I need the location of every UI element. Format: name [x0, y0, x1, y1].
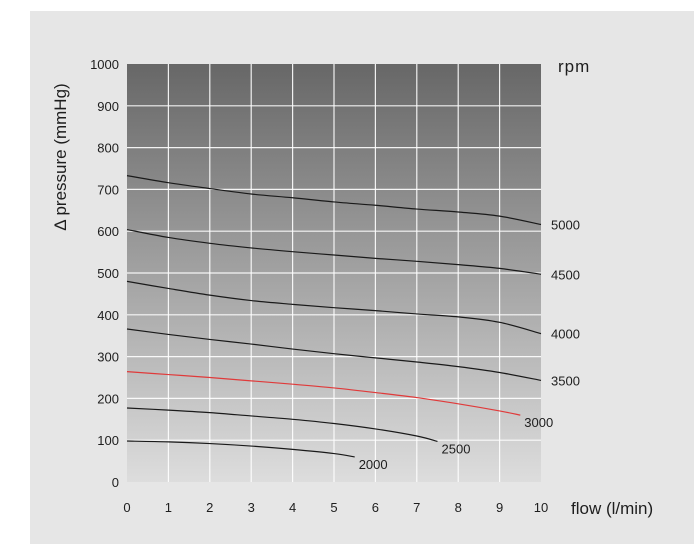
y-tick-label-300: 300 [97, 350, 119, 365]
rpm-labels: 2000 2500 3000 3500 4000 4500 5000 [359, 218, 580, 472]
grid [127, 64, 541, 482]
y-tick-label-600: 600 [97, 224, 119, 239]
chart-panel: 0 1 2 3 4 5 6 7 8 9 10 0 100 200 300 400 500 600 700 800 90… [30, 11, 694, 544]
x-tick-label-3: 3 [248, 500, 255, 515]
x-tick-label-7: 7 [413, 500, 420, 515]
x-tick-label-10: 10 [534, 500, 548, 515]
x-axis-title: flow (l/min) [571, 499, 653, 518]
curve-rpm-5000 [126, 175, 542, 226]
x-axis-ticks: 0 1 2 3 4 5 6 7 8 9 10 [123, 500, 548, 515]
y-tick-label-800: 800 [97, 141, 119, 156]
x-tick-label-6: 6 [372, 500, 379, 515]
y-tick-label-0: 0 [112, 475, 119, 490]
y-axis-title: Δ pressure (mmHg) [51, 83, 70, 230]
curve-rpm-3500 [126, 328, 542, 382]
rpm-label-4000: 4000 [551, 327, 580, 342]
rpm-legend-title: rpm [558, 57, 590, 76]
x-tick-label-4: 4 [289, 500, 296, 515]
rpm-label-2500: 2500 [442, 441, 471, 456]
rpm-label-4500: 4500 [551, 267, 580, 282]
x-tick-label-5: 5 [330, 500, 337, 515]
curve-rpm-2000 [126, 440, 355, 458]
curve-rpm-2500 [126, 407, 438, 443]
y-tick-label-500: 500 [97, 266, 119, 281]
y-axis-ticks: 0 100 200 300 400 500 600 700 800 900 1000 [90, 57, 119, 490]
y-tick-label-1000: 1000 [90, 57, 119, 72]
x-tick-label-9: 9 [496, 500, 503, 515]
x-tick-label-2: 2 [206, 500, 213, 515]
pressure-flow-chart: 0 1 2 3 4 5 6 7 8 9 10 0 100 200 300 400 500 600 700 800 90… [51, 57, 653, 518]
x-tick-label-0: 0 [123, 500, 130, 515]
rpm-label-3000: 3000 [524, 415, 553, 430]
curves [126, 175, 542, 458]
x-tick-label-8: 8 [455, 500, 462, 515]
rpm-label-5000: 5000 [551, 218, 580, 233]
rpm-label-2000: 2000 [359, 457, 388, 472]
rpm-label-3500: 3500 [551, 373, 580, 388]
curve-rpm-4000 [126, 280, 542, 335]
y-tick-label-100: 100 [97, 433, 119, 448]
x-tick-label-1: 1 [165, 500, 172, 515]
y-tick-label-900: 900 [97, 99, 119, 114]
y-tick-label-200: 200 [97, 391, 119, 406]
curve-rpm-3000 [126, 371, 521, 416]
curve-rpm-4500 [126, 228, 542, 275]
y-tick-label-700: 700 [97, 182, 119, 197]
y-tick-label-400: 400 [97, 308, 119, 323]
